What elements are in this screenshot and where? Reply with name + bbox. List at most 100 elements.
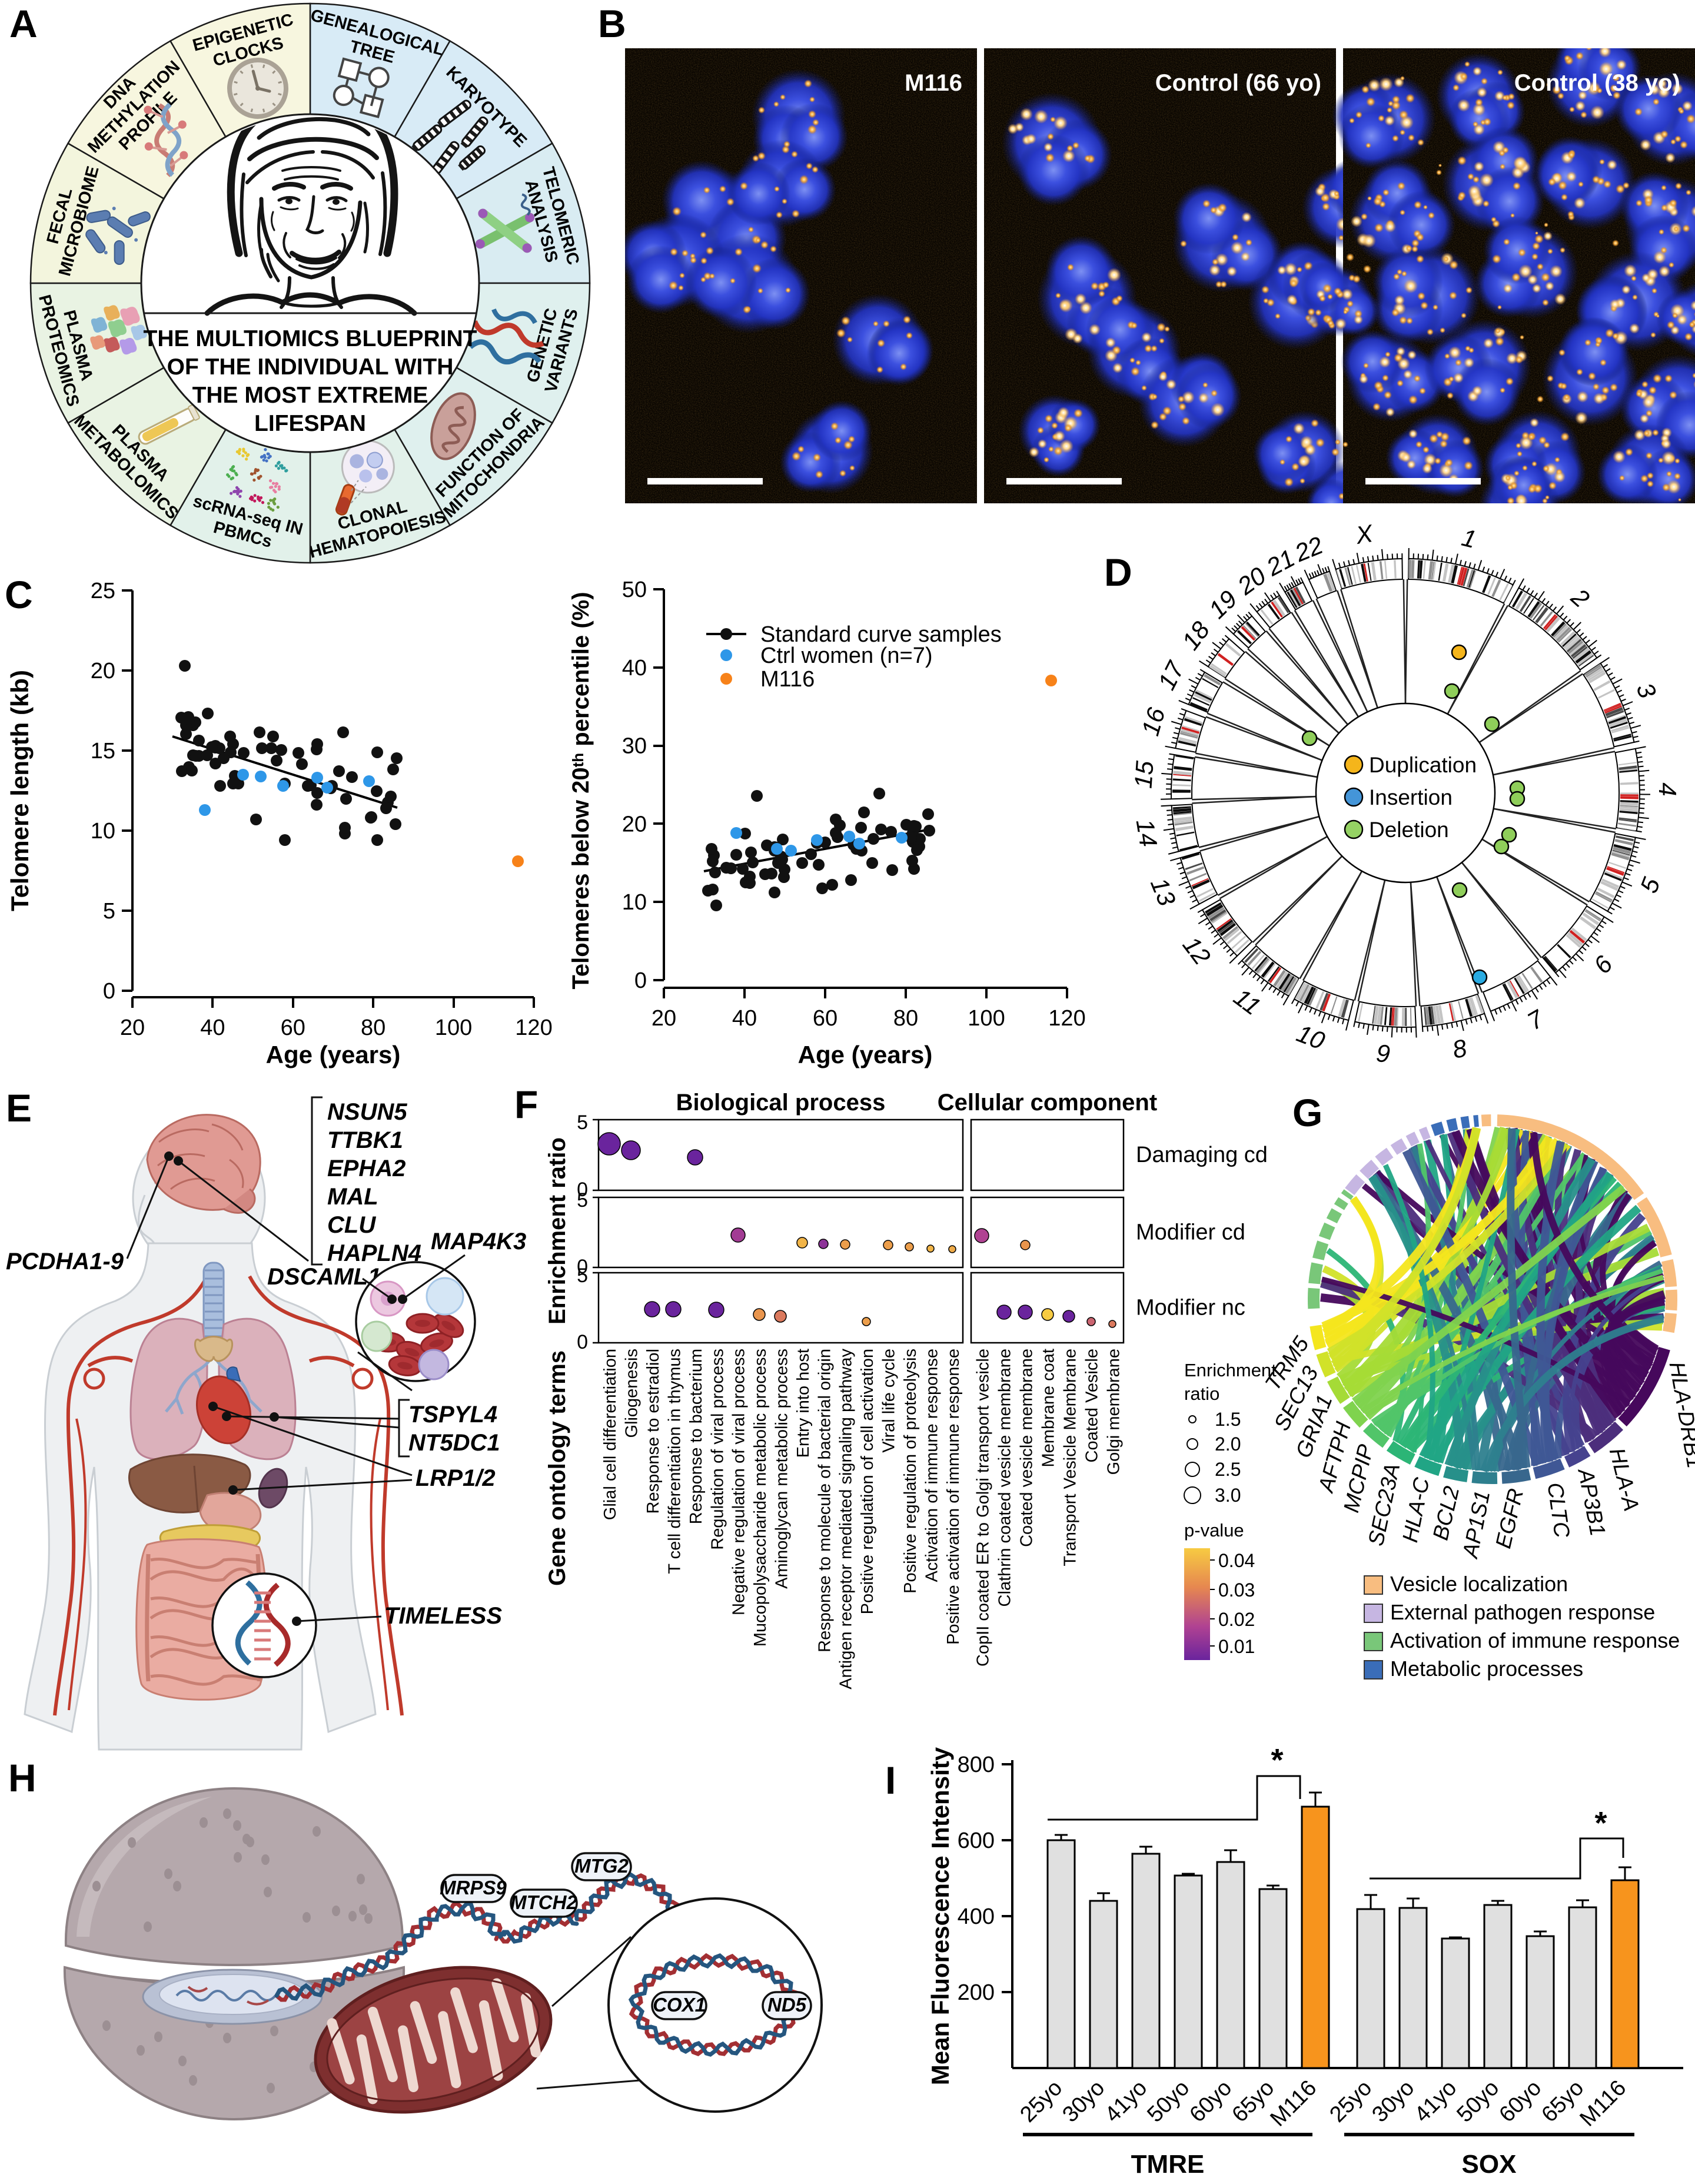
svg-text:Deletion: Deletion [1369,818,1449,842]
svg-text:TMRE: TMRE [1131,2150,1205,2179]
svg-text:4: 4 [1654,782,1681,796]
svg-text:EGFR: EGFR [1491,1486,1528,1551]
svg-text:Aminoglycan metabolic process: Aminoglycan metabolic process [773,1349,792,1589]
svg-text:ND5: ND5 [767,1994,807,2016]
svg-text:15: 15 [91,739,115,764]
svg-text:T cell differentiation in thym: T cell differentiation in thymus [665,1349,684,1574]
svg-text:100: 100 [968,1006,1005,1031]
svg-text:17: 17 [1152,656,1190,694]
svg-text:Metabolic processes: Metabolic processes [1390,1657,1583,1681]
svg-text:400: 400 [958,1904,995,1929]
svg-text:Telomere length (kb): Telomere length (kb) [6,670,34,911]
svg-text:11: 11 [1229,983,1266,1021]
svg-text:50yo: 50yo [1452,2076,1504,2127]
svg-text:OF THE INDIVIDUAL WITH: OF THE INDIVIDUAL WITH [167,354,454,380]
svg-text:M116: M116 [905,70,962,96]
svg-text:Membrane coat: Membrane coat [1039,1349,1058,1468]
svg-text:5: 5 [577,1189,588,1212]
svg-text:41yo: 41yo [1100,2076,1152,2127]
svg-text:Ctrl women (n=7): Ctrl women (n=7) [760,643,932,668]
svg-text:Telomeres below 20th percentil: Telomeres below 20th percentile (%) [568,592,594,989]
svg-text:800: 800 [958,1752,995,1777]
svg-text:16: 16 [1136,704,1170,738]
svg-text:p-value: p-value [1184,1520,1244,1541]
svg-text:Modifier nc: Modifier nc [1136,1296,1245,1320]
svg-text:CLU: CLU [327,1212,376,1238]
svg-text:Modifier cd: Modifier cd [1136,1220,1245,1245]
svg-text:30yo: 30yo [1367,2076,1419,2127]
svg-text:0.01: 0.01 [1218,1636,1255,1657]
svg-text:Age (years): Age (years) [798,1041,933,1068]
svg-text:6: 6 [1588,950,1618,979]
svg-text:25yo: 25yo [1325,2076,1377,2127]
svg-text:40: 40 [622,656,647,681]
svg-text:M116: M116 [1265,2076,1321,2132]
svg-text:5: 5 [577,1264,588,1287]
svg-text:14: 14 [1131,817,1163,848]
svg-text:80: 80 [361,1015,385,1040]
svg-text:Antigen receptor mediated sign: Antigen receptor mediated signaling path… [837,1349,856,1690]
svg-text:120: 120 [515,1015,552,1040]
svg-text:60yo: 60yo [1494,2076,1546,2127]
svg-text:Mucopolysaccharide metabolic p: Mucopolysaccharide metabolic process [751,1349,770,1647]
svg-text:Coated vesicle membrane: Coated vesicle membrane [1018,1349,1036,1547]
svg-text:LIFESPAN: LIFESPAN [254,411,366,436]
svg-text:TSPYL4: TSPYL4 [408,1402,497,1428]
svg-text:NSUN5: NSUN5 [327,1099,407,1125]
svg-text:0.04: 0.04 [1218,1550,1255,1571]
svg-text:TTBK1: TTBK1 [327,1127,403,1153]
svg-text:13: 13 [1145,874,1181,910]
svg-text:1.5: 1.5 [1215,1409,1241,1430]
svg-text:3.0: 3.0 [1215,1485,1241,1506]
svg-text:30yo: 30yo [1058,2076,1109,2127]
svg-text:10: 10 [91,819,115,844]
svg-text:LRP1/2: LRP1/2 [416,1465,496,1491]
svg-text:BCL2: BCL2 [1428,1483,1464,1542]
svg-text:1: 1 [1459,523,1479,553]
svg-text:X: X [1353,519,1375,549]
svg-text:TIMELESS: TIMELESS [384,1603,502,1629]
svg-text:Enrichment ratio: Enrichment ratio [544,1137,570,1325]
svg-text:41yo: 41yo [1410,2076,1461,2127]
svg-text:0.03: 0.03 [1218,1579,1255,1601]
svg-text:Golgi membrane: Golgi membrane [1105,1349,1124,1475]
svg-text:Duplication: Duplication [1369,753,1477,777]
svg-text:19: 19 [1204,585,1242,624]
svg-text:Enrichment: Enrichment [1184,1360,1277,1380]
svg-text:Positive regulation of cell ac: Positive regulation of cell activation [858,1349,877,1614]
svg-text:0.02: 0.02 [1218,1609,1255,1630]
svg-text:30: 30 [622,734,647,759]
svg-text:200: 200 [958,1980,995,2005]
svg-text:10: 10 [622,890,647,915]
svg-text:22: 22 [1290,531,1327,567]
svg-text:Glial cell differentiation: Glial cell differentiation [601,1349,620,1520]
svg-text:Regulation of viral process: Regulation of viral process [708,1349,727,1550]
svg-text:THE MULTIOMICS BLUEPRINT: THE MULTIOMICS BLUEPRINT [144,326,477,351]
svg-text:MTG2: MTG2 [574,1855,629,1877]
svg-text:21: 21 [1261,544,1299,582]
svg-text:9: 9 [1375,1039,1391,1068]
svg-text:Response to molecule of bacter: Response to molecule of bacterial origin [815,1349,834,1652]
svg-text:25: 25 [91,579,115,603]
svg-text:60: 60 [813,1006,837,1031]
svg-text:Response to bacterium: Response to bacterium [687,1349,706,1524]
svg-text:5: 5 [103,899,115,924]
svg-text:Age (years): Age (years) [266,1041,401,1068]
svg-text:8: 8 [1450,1034,1470,1064]
svg-text:MAP4K3: MAP4K3 [431,1229,526,1254]
svg-text:20: 20 [622,812,647,837]
svg-text:Entry into host: Entry into host [794,1349,813,1458]
svg-text:0: 0 [634,968,647,993]
svg-text:50: 50 [622,577,647,602]
svg-text:Vesicle localization: Vesicle localization [1390,1572,1568,1596]
svg-text:Clathrin coated vesicle membra: Clathrin coated vesicle membrane [996,1349,1015,1607]
svg-text:Response to estradiol: Response to estradiol [644,1349,663,1514]
svg-text:25yo: 25yo [1015,2076,1067,2127]
svg-text:*: * [1271,1742,1283,1778]
svg-text:10: 10 [1293,1019,1329,1055]
svg-text:7: 7 [1523,1004,1549,1035]
svg-text:Gliogenesis: Gliogenesis [623,1349,642,1438]
svg-text:2: 2 [1566,583,1595,613]
svg-text:40: 40 [200,1015,225,1040]
svg-text:Mean Fluorescence Intensity: Mean Fluorescence Intensity [926,1747,954,2085]
